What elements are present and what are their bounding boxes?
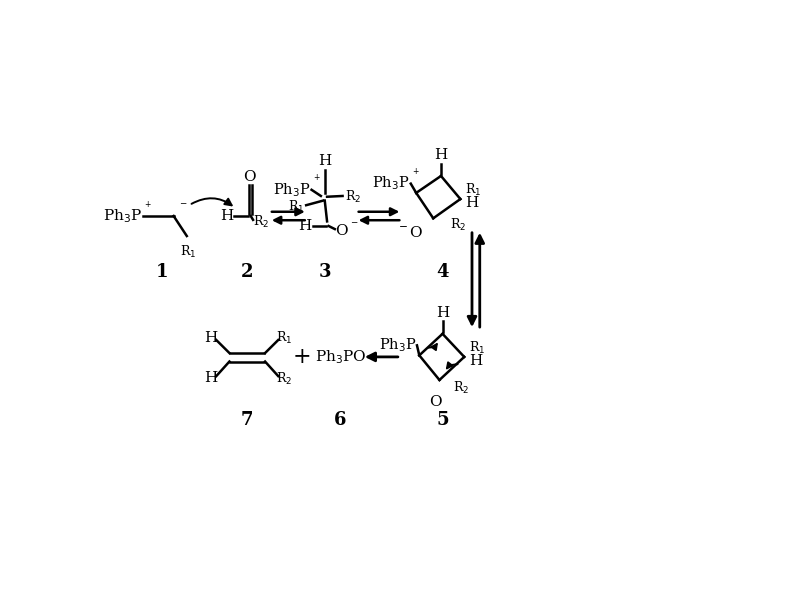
Text: R$_2$: R$_2$ [345,188,361,205]
Text: 3: 3 [318,263,331,281]
Text: H: H [220,209,234,223]
Text: $^+$: $^+$ [410,167,420,177]
Text: H: H [204,331,218,344]
Text: 7: 7 [241,411,254,429]
Text: $^-$: $^-$ [178,200,188,213]
Text: R$_1$: R$_1$ [275,329,292,346]
Text: 2: 2 [241,263,254,281]
Text: O: O [335,224,347,238]
Text: R$_2$: R$_2$ [254,214,270,230]
Text: H: H [469,354,482,368]
Text: R$_1$: R$_1$ [287,199,304,215]
Text: R$_2$: R$_2$ [454,380,470,396]
Text: R$_1$: R$_1$ [469,340,485,356]
Text: O: O [243,170,256,184]
Text: H: H [436,306,449,320]
Text: $^+$: $^+$ [143,200,153,210]
Text: H: H [465,196,478,210]
Text: H: H [204,371,218,385]
Text: H: H [434,148,448,162]
Text: R$_2$: R$_2$ [450,217,466,233]
Text: $^-$O: $^-$O [397,224,424,239]
Text: Ph$_3$P: Ph$_3$P [103,207,142,225]
Text: Ph$_3$PO: Ph$_3$PO [314,348,366,366]
Text: R$_1$: R$_1$ [180,244,197,260]
Text: Ph$_3$P: Ph$_3$P [378,337,416,354]
Text: R$_1$: R$_1$ [465,182,482,198]
Text: H: H [318,154,331,168]
Text: 1: 1 [156,263,168,281]
Text: $^+$: $^+$ [311,173,321,183]
Text: Ph$_3$P: Ph$_3$P [372,175,410,193]
Text: H: H [298,219,311,233]
Text: R$_2$: R$_2$ [276,370,292,386]
Text: $^-$: $^-$ [349,220,359,232]
Text: +: + [292,346,311,368]
Text: 4: 4 [436,263,449,281]
Text: 6: 6 [334,411,346,429]
Text: Ph$_3$P: Ph$_3$P [273,181,310,199]
Text: 5: 5 [436,411,449,429]
Text: O: O [430,395,442,409]
